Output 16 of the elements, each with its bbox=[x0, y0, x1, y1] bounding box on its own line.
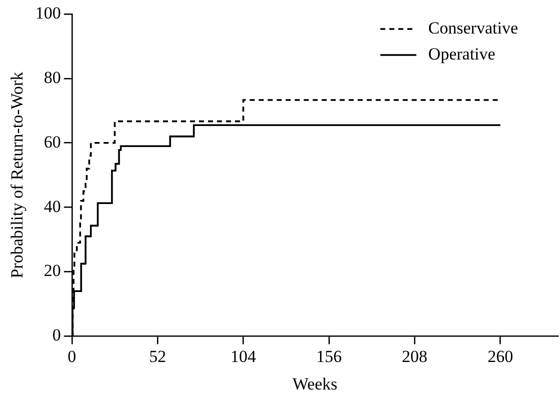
y-tick-label: 0 bbox=[52, 326, 61, 345]
legend-label: Operative bbox=[428, 44, 496, 64]
x-tick-label: 104 bbox=[230, 346, 257, 366]
x-tick-label: 52 bbox=[149, 346, 166, 366]
y-tick-label: 20 bbox=[44, 261, 61, 280]
x-tick-label: 260 bbox=[488, 346, 514, 366]
y-axis-title: Probability of Return-to-Work bbox=[8, 71, 27, 278]
y-tick-label: 100 bbox=[35, 3, 61, 22]
x-tick-label: 0 bbox=[68, 346, 76, 366]
y-tick-label: 80 bbox=[44, 68, 61, 87]
x-tick-label: 208 bbox=[402, 346, 428, 366]
x-axis-title: Weeks bbox=[292, 374, 338, 394]
x-tick-label: 156 bbox=[316, 346, 342, 366]
y-tick-label: 60 bbox=[44, 132, 61, 152]
y-tick-label: 40 bbox=[44, 196, 61, 216]
legend-label: Conservative bbox=[428, 18, 518, 38]
